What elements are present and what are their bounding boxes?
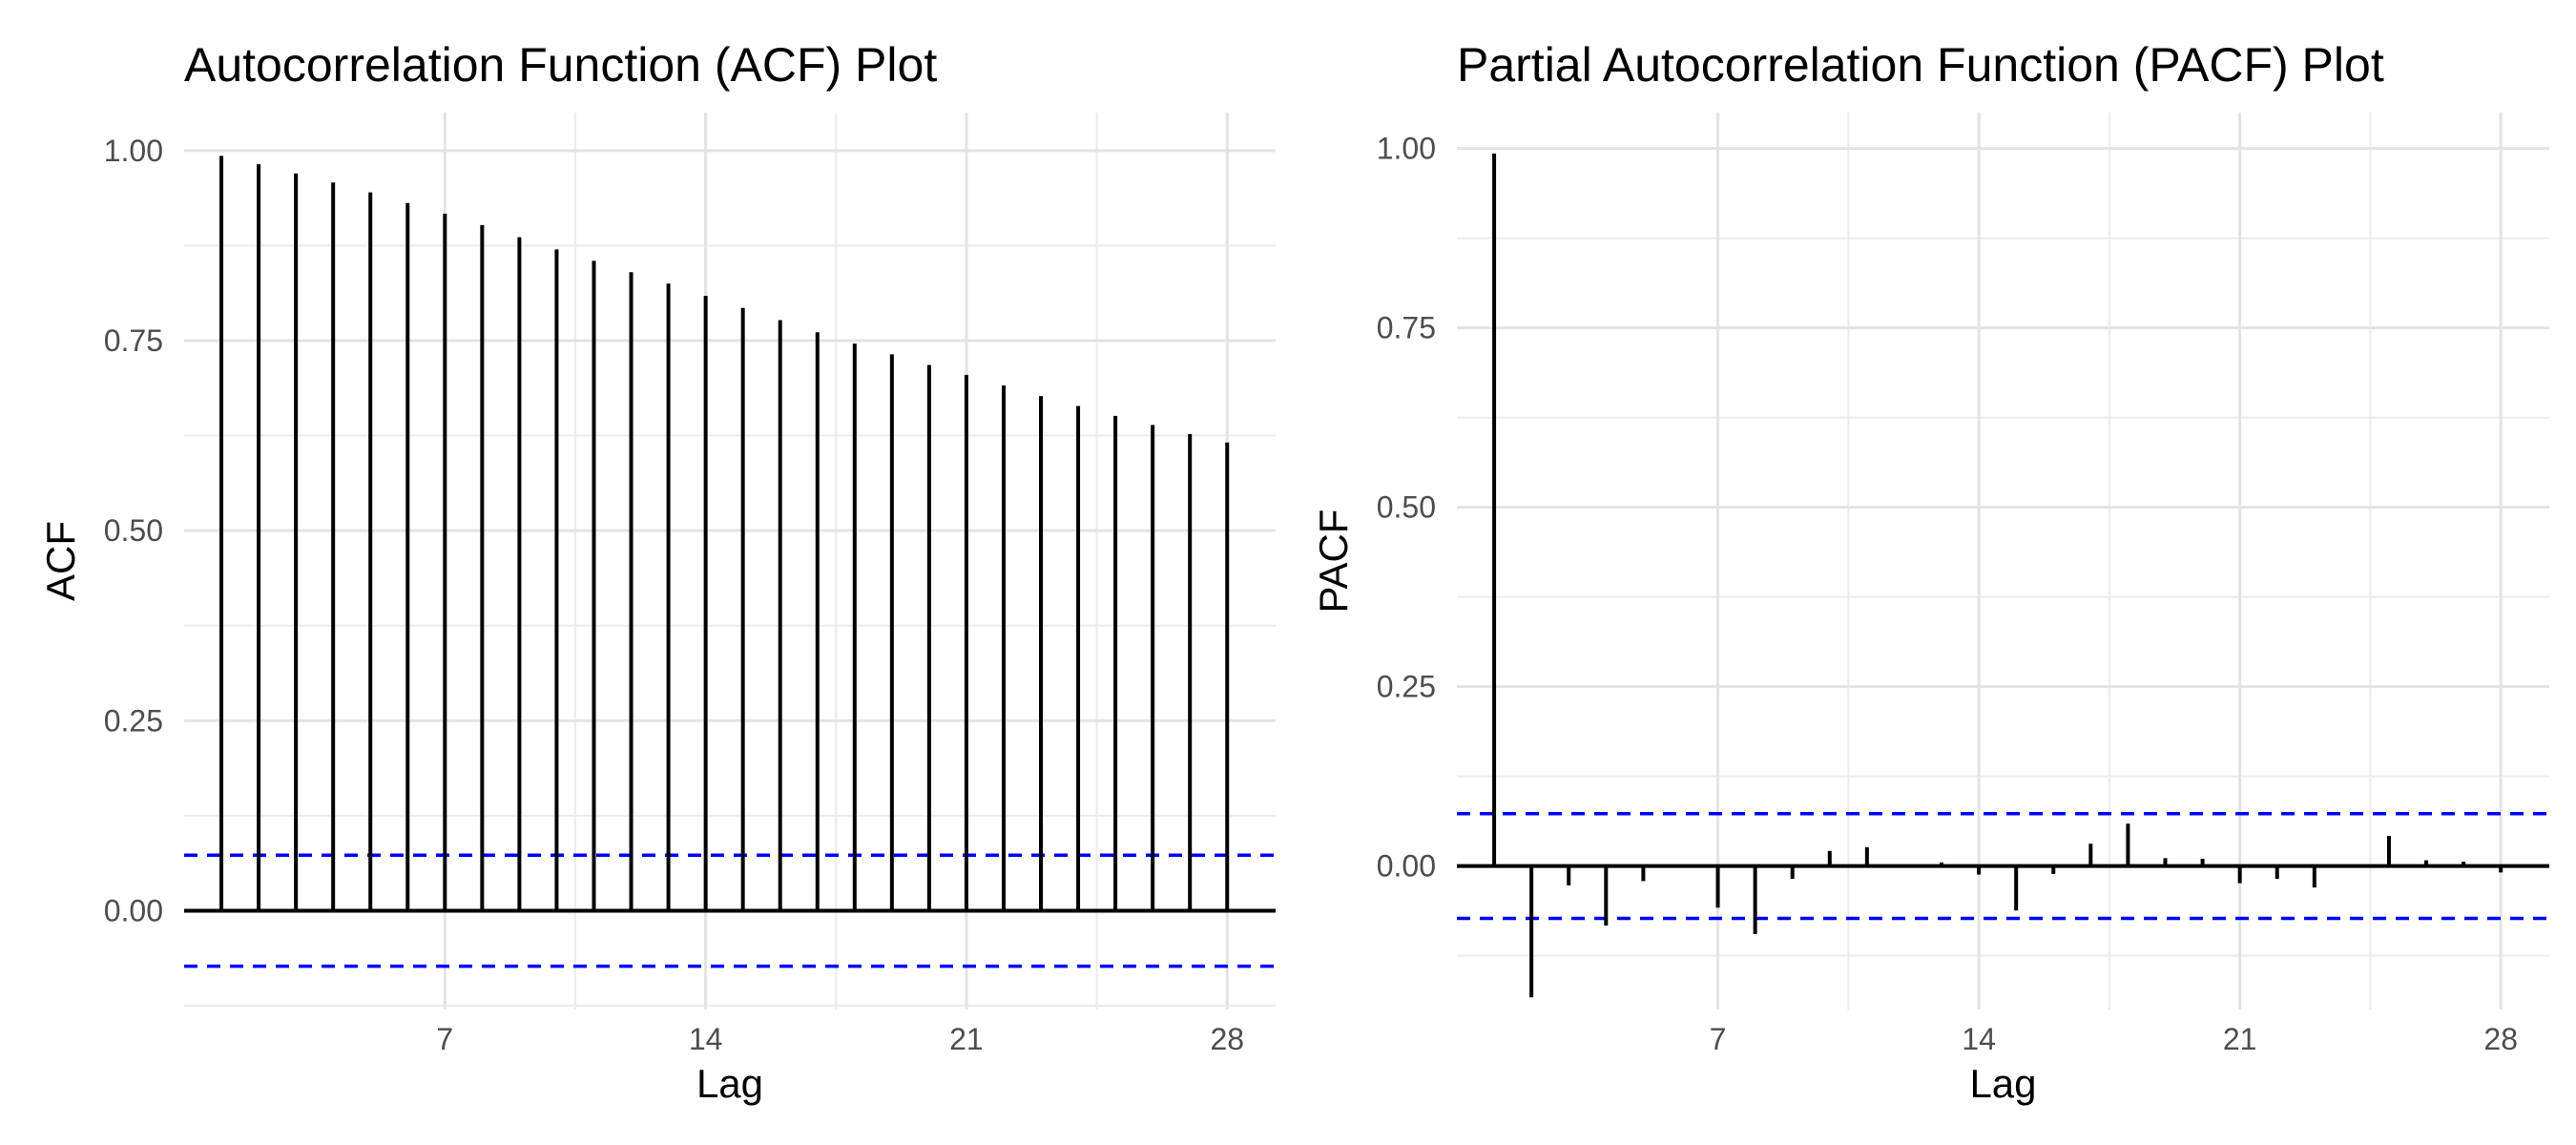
pacf-x-axis-title: Lag <box>1969 1061 2036 1106</box>
pacf-xtick-label: 14 <box>1962 1022 1996 1056</box>
pacf-chart-title: Partial Autocorrelation Function (PACF) … <box>1457 38 2384 92</box>
pacf-ytick-label: 0.00 <box>1377 849 1436 884</box>
pacf-xtick-label: 21 <box>2223 1022 2257 1056</box>
acf-panel: 0.00 0.25 0.50 0.75 1.00 7 14 21 28 Autocorrelati… <box>38 38 1276 1106</box>
pacf-panel: 0.00 0.25 0.50 0.75 1.00 7 14 21 28 Partial Autoc… <box>1311 38 2549 1106</box>
acf-y-axis-title: ACF <box>38 521 83 601</box>
pacf-y-axis-title: PACF <box>1311 510 1356 614</box>
acf-xtick-label: 28 <box>1210 1022 1244 1056</box>
acf-xtick-label: 7 <box>436 1022 453 1056</box>
acf-ytick-label: 1.00 <box>104 134 163 168</box>
acf-chart-title: Autocorrelation Function (ACF) Plot <box>184 38 937 92</box>
pacf-ytick-label: 0.75 <box>1377 311 1436 345</box>
acf-ytick-label: 0.00 <box>104 893 163 927</box>
pacf-ytick-label: 1.00 <box>1377 132 1436 166</box>
pacf-ytick-label: 0.50 <box>1377 490 1436 525</box>
pacf-ytick-label: 0.25 <box>1377 670 1436 704</box>
acf-x-axis-title: Lag <box>696 1061 763 1106</box>
acf-xtick-label: 14 <box>689 1022 723 1056</box>
acf-ytick-label: 0.25 <box>104 703 163 738</box>
pacf-xtick-label: 7 <box>1710 1022 1727 1056</box>
acf-xtick-label: 21 <box>949 1022 984 1056</box>
pacf-xtick-label: 28 <box>2483 1022 2518 1056</box>
acf-ytick-label: 0.50 <box>104 513 163 548</box>
acf-ytick-label: 0.75 <box>104 323 163 358</box>
